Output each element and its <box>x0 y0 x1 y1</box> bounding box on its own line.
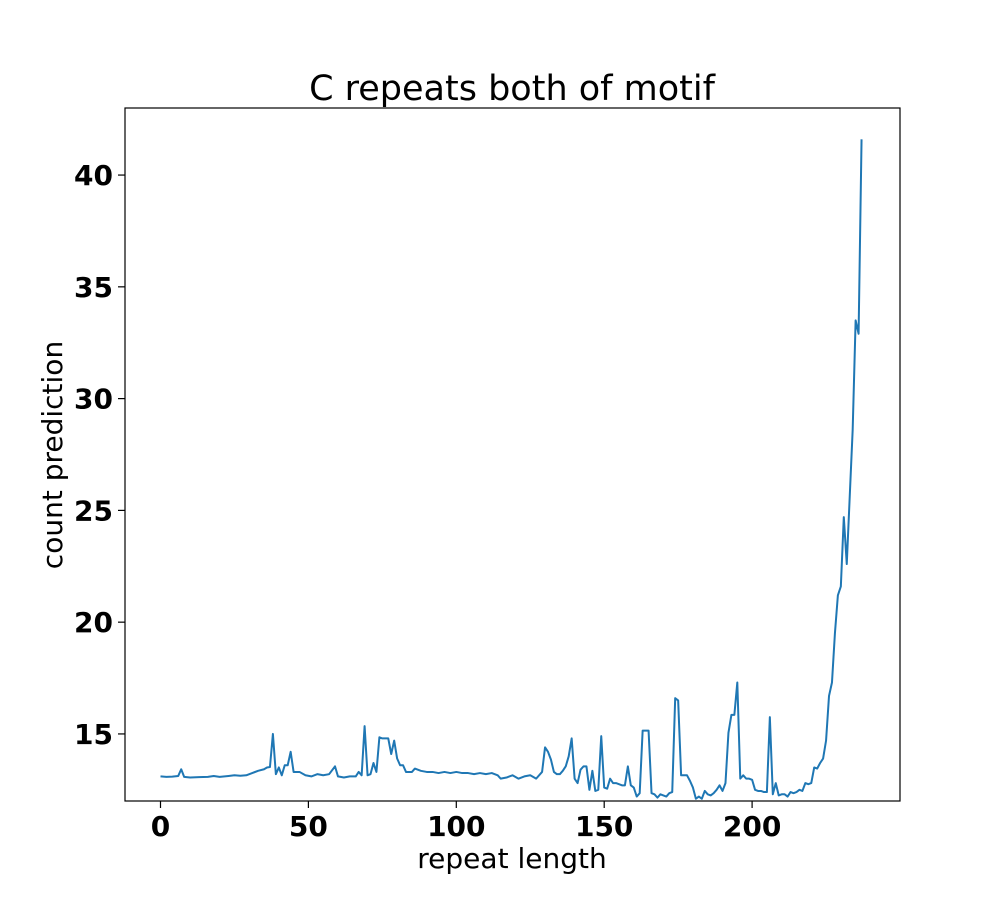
x-axis-label: repeat length <box>417 842 606 875</box>
y-tick-label: 30 <box>74 383 113 416</box>
chart-title: C repeats both of motif <box>309 69 715 109</box>
axes-frame <box>124 107 901 802</box>
x-tick-label: 0 <box>151 810 170 843</box>
y-tick-label: 35 <box>74 271 113 304</box>
x-tick-label: 200 <box>723 810 781 843</box>
x-axis-ticks: 0 50 100 150 200 <box>151 801 781 843</box>
series-line-0 <box>160 139 863 800</box>
plot-area <box>160 139 863 800</box>
y-tick-label: 15 <box>74 718 113 751</box>
y-tick-label: 20 <box>74 606 113 639</box>
y-axis-ticks: 15 20 25 30 35 40 <box>74 159 125 751</box>
x-tick-label: 150 <box>575 810 633 843</box>
y-axis-label: count prediction <box>36 341 69 569</box>
y-tick-label: 25 <box>74 494 113 527</box>
x-tick-label: 50 <box>289 810 328 843</box>
y-tick-label: 40 <box>74 159 113 192</box>
x-tick-label: 100 <box>427 810 485 843</box>
